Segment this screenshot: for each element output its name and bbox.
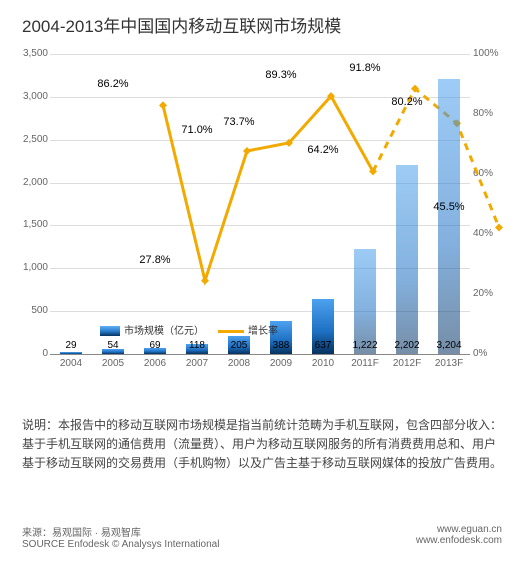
explanation-text: 说明：本报告中的移动互联网市场规模是指当前统计范畴为手机互联网，包含四部分收入：… — [22, 416, 502, 474]
bar — [60, 352, 82, 354]
x-tick: 2004 — [60, 358, 82, 369]
x-tick: 2010 — [312, 358, 334, 369]
source-block: 来源：易观国际 · 易观智库 SOURCE Enfodesk © Analysy… — [22, 524, 219, 550]
url-eguan: www.eguan.cn — [416, 524, 502, 535]
bar-value-label: 637 — [315, 340, 332, 351]
x-tick: 2013F — [435, 358, 463, 369]
bar-value-label: 1,222 — [352, 340, 377, 351]
line-value-label: 89.3% — [265, 69, 296, 81]
bar-value-label: 388 — [273, 340, 290, 351]
x-tick: 2005 — [102, 358, 124, 369]
bar-value-label: 118 — [189, 340, 205, 351]
line-value-label: 73.7% — [223, 116, 254, 128]
x-tick: 2007 — [186, 358, 208, 369]
bar-value-label: 3,204 — [436, 340, 461, 351]
legend-bar: 市场规模（亿元） — [100, 322, 204, 337]
x-tick: 2012F — [393, 358, 421, 369]
line-value-label: 80.2% — [391, 97, 422, 109]
footer: 来源：易观国际 · 易观智库 SOURCE Enfodesk © Analysy… — [22, 524, 502, 550]
line-value-label: 64.2% — [307, 145, 338, 157]
y-axis-left: 05001,0001,5002,0002,5003,0003,500 — [0, 54, 48, 354]
x-tick: 2008 — [228, 358, 250, 369]
legend-line: 增长率 — [218, 322, 278, 337]
bar-value-label: 29 — [65, 340, 76, 351]
bar — [438, 79, 460, 354]
bar-value-label: 205 — [231, 340, 248, 351]
source-en: SOURCE Enfodesk © Analysys International — [22, 539, 219, 550]
url-block: www.eguan.cn www.enfodesk.com — [416, 524, 502, 550]
x-tick: 2006 — [144, 358, 166, 369]
chart-area: 05001,0001,5002,0002,5003,0003,500 0%20%… — [0, 44, 523, 404]
bar-value-label: 2,202 — [394, 340, 419, 351]
line-value-label: 27.8% — [139, 254, 170, 266]
line-value-label: 45.5% — [433, 201, 464, 213]
line-value-label: 71.0% — [181, 124, 212, 136]
x-tick: 2009 — [270, 358, 292, 369]
url-enfodesk: www.enfodesk.com — [416, 535, 502, 546]
bar — [354, 249, 376, 354]
bar — [396, 165, 418, 354]
bar-value-label: 54 — [107, 340, 118, 351]
x-axis: 2004 2005 2006 2007 2008 2009 2010 2011F 2012F 20… — [50, 358, 470, 378]
line-value-label: 91.8% — [349, 62, 380, 74]
source-cn: 来源：易观国际 · 易观智库 — [22, 524, 219, 539]
line-value-label: 86.2% — [97, 79, 128, 91]
chart-title: 2004-2013年中国国内移动互联网市场规模 — [0, 0, 523, 41]
x-tick: 2011F — [351, 358, 379, 369]
legend: 市场规模（亿元） 增长率 — [100, 322, 278, 337]
bar-value-label: 69 — [149, 340, 160, 351]
